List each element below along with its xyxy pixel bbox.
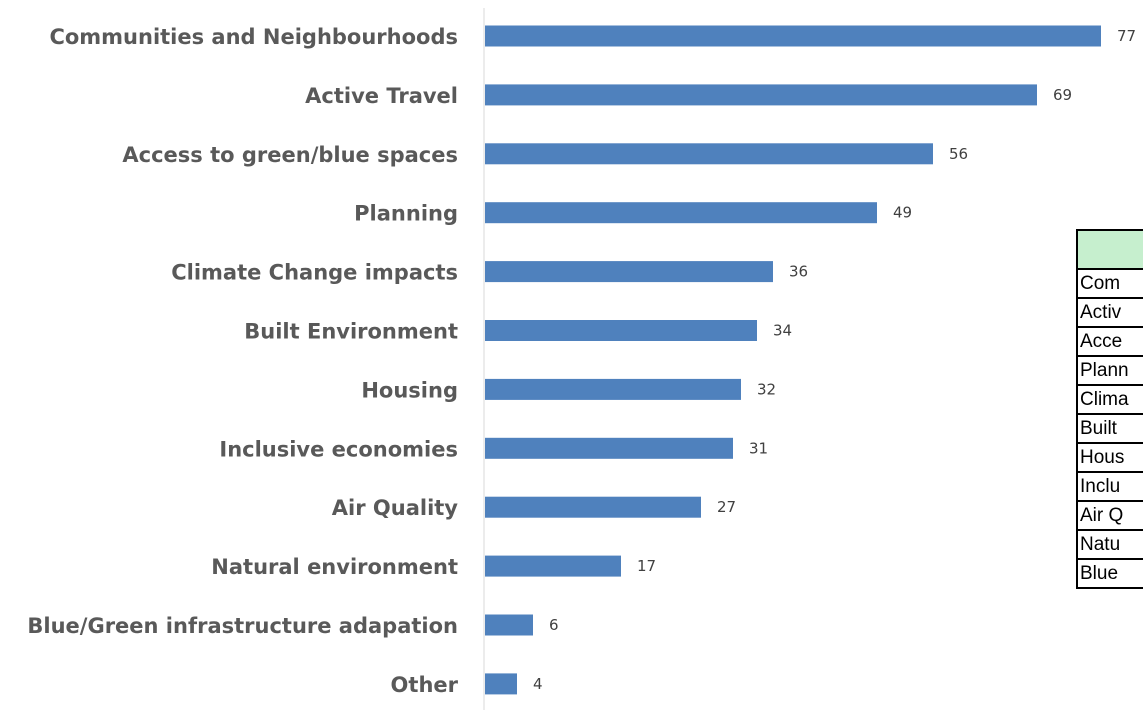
data-labels: 77 69 56 49 36 34 32 31 27 17 6 4 — [533, 27, 1136, 693]
data-label: 6 — [549, 616, 559, 634]
table-row: Hous — [1076, 442, 1143, 473]
table-row: Blue — [1076, 558, 1143, 589]
table-header-row — [1076, 229, 1143, 270]
bars — [485, 25, 1101, 695]
category-label: Access to green/blue spaces — [122, 143, 458, 167]
bar — [485, 673, 517, 695]
category-label: Air Quality — [332, 496, 459, 520]
table-cell: Plann — [1076, 355, 1143, 386]
table-row: Clima — [1076, 384, 1143, 415]
table-cell: Com — [1076, 268, 1143, 299]
table-cell: Acce — [1076, 326, 1143, 357]
table-cell: Inclu — [1076, 471, 1143, 502]
data-label: 77 — [1117, 27, 1136, 45]
data-label: 32 — [757, 380, 776, 398]
data-label: 69 — [1053, 86, 1072, 104]
data-label: 4 — [533, 675, 543, 693]
bar — [485, 25, 1101, 47]
table-row: Inclu — [1076, 471, 1143, 502]
category-label: Active Travel — [305, 84, 458, 108]
table-cell: Clima — [1076, 384, 1143, 415]
bar — [485, 496, 701, 518]
table-row: Natu — [1076, 529, 1143, 560]
table-cell: Built — [1076, 413, 1143, 444]
table-row: Acce — [1076, 326, 1143, 357]
data-table: Com Activ Acce Plann Clima Built Hous Inclu Air … — [1076, 229, 1143, 589]
table-row: Com — [1076, 268, 1143, 299]
category-label: Inclusive economies — [219, 437, 458, 461]
category-label: Built Environment — [244, 320, 458, 344]
data-label: 27 — [717, 498, 736, 516]
bar — [485, 555, 621, 577]
data-label: 56 — [949, 145, 968, 163]
data-table-body: Com Activ Acce Plann Clima Built Hous Inclu Air … — [1076, 229, 1143, 589]
bar — [485, 202, 877, 224]
table-row: Built — [1076, 413, 1143, 444]
category-label: Blue/Green infrastructure adapation — [27, 614, 458, 638]
bar — [485, 378, 741, 400]
bar — [485, 261, 773, 283]
category-label: Climate Change impacts — [171, 261, 458, 285]
data-table-region: Com Activ Acce Plann Clima Built Hous Inclu Air … — [1060, 220, 1143, 710]
bar — [485, 84, 1037, 106]
table-row: Air Q — [1076, 500, 1143, 531]
data-label: 31 — [749, 439, 768, 457]
bar — [485, 437, 733, 459]
category-label: Natural environment — [211, 555, 458, 579]
table-cell: Blue — [1076, 558, 1143, 589]
table-row: Plann — [1076, 355, 1143, 386]
table-cell: Hous — [1076, 442, 1143, 473]
bar — [485, 143, 933, 165]
category-label: Other — [391, 673, 459, 697]
table-cell: Natu — [1076, 529, 1143, 560]
data-label: 36 — [789, 263, 808, 281]
data-label: 17 — [637, 557, 656, 575]
category-label: Communities and Neighbourhoods — [49, 25, 458, 49]
category-label: Planning — [354, 202, 458, 226]
data-label: 34 — [773, 322, 792, 340]
category-labels: Communities and Neighbourhoods Active Tra… — [27, 25, 458, 697]
bar — [485, 320, 757, 341]
bar — [485, 614, 533, 636]
category-label: Housing — [361, 378, 458, 402]
table-header-cell — [1076, 229, 1143, 270]
table-cell: Air Q — [1076, 500, 1143, 531]
table-cell: Activ — [1076, 297, 1143, 328]
table-row: Activ — [1076, 297, 1143, 328]
data-label: 49 — [893, 204, 912, 222]
